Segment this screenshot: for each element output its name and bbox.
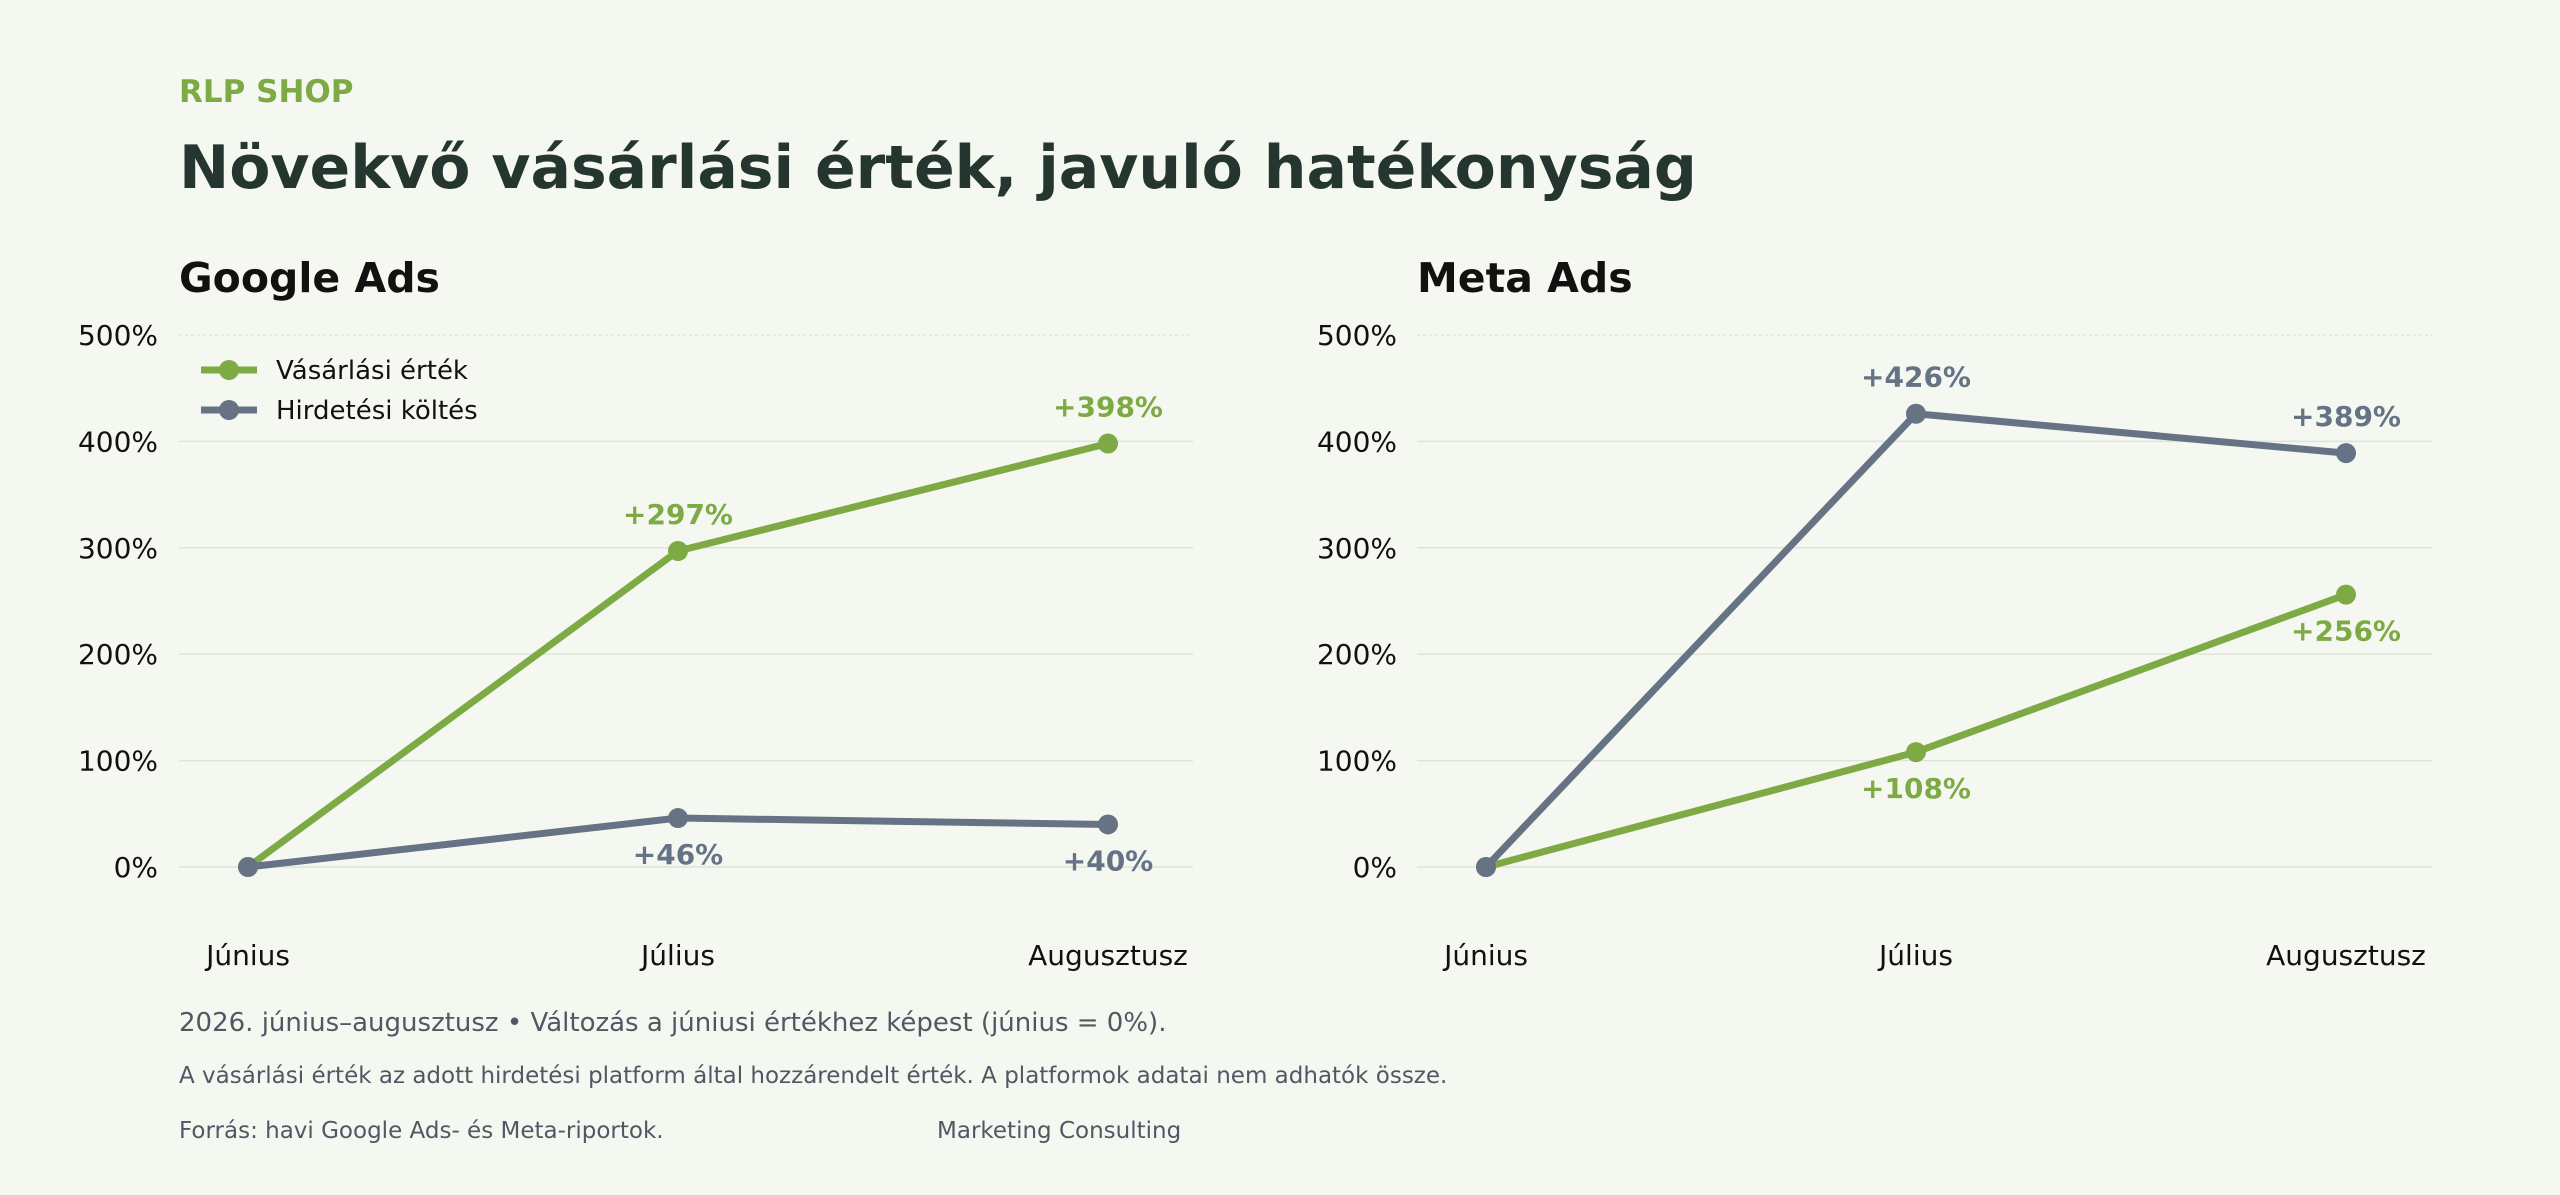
y-tick-label: 0% <box>1353 851 1397 884</box>
y-tick-label: 100% <box>1317 745 1397 778</box>
data-point <box>2336 443 2356 464</box>
x-tick-label: Augusztusz <box>2266 939 2426 972</box>
data-point <box>1098 433 1118 454</box>
data-label: +108% <box>1861 772 1971 805</box>
footer-period-note: 2026. június–augusztusz • Változás a jún… <box>179 1008 1167 1038</box>
x-tick-label: Június <box>1442 939 1528 972</box>
y-tick-label: 300% <box>1317 532 1397 565</box>
y-tick-label: 500% <box>78 319 158 352</box>
data-label: +256% <box>2291 615 2401 648</box>
data-label: +46% <box>633 838 723 871</box>
x-tick-label: Július <box>1877 939 1953 972</box>
data-point <box>1476 857 1496 877</box>
page-title: Növekvő vásárlási érték, javuló hatékony… <box>179 133 1697 203</box>
brand-name: RLP SHOP <box>179 74 354 110</box>
y-tick-label: 100% <box>78 745 158 778</box>
y-tick-label: 200% <box>1317 638 1397 671</box>
legend-swatch-marker <box>219 400 239 420</box>
data-point <box>1906 742 1926 763</box>
data-label: +40% <box>1063 844 1153 877</box>
footer-attribution-note: A vásárlási érték az adott hirdetési pla… <box>179 1063 1448 1089</box>
data-label: +426% <box>1861 361 1971 394</box>
chart-title: Google Ads <box>179 254 440 302</box>
y-tick-label: 200% <box>78 638 158 671</box>
chart-title: Meta Ads <box>1417 254 1633 302</box>
legend-swatch-marker <box>219 360 239 380</box>
data-point <box>238 857 258 877</box>
data-point <box>2336 584 2356 605</box>
x-tick-label: Július <box>639 939 715 972</box>
y-tick-label: 400% <box>78 425 158 458</box>
data-point <box>668 808 688 829</box>
y-tick-label: 0% <box>114 851 158 884</box>
x-tick-label: Június <box>204 939 290 972</box>
data-label: +297% <box>623 498 733 531</box>
y-tick-label: 400% <box>1317 425 1397 458</box>
data-point <box>668 540 688 561</box>
y-tick-label: 500% <box>1317 319 1397 352</box>
legend-entry: Vásárlási érték <box>276 356 468 386</box>
data-label: +398% <box>1053 391 1163 424</box>
data-point <box>1098 814 1118 835</box>
data-label: +389% <box>2291 400 2401 433</box>
y-tick-label: 300% <box>78 532 158 565</box>
footer-source: Forrás: havi Google Ads- és Meta-riporto… <box>179 1118 664 1144</box>
data-point <box>1906 403 1926 424</box>
x-tick-label: Augusztusz <box>1028 939 1188 972</box>
legend-entry: Hirdetési költés <box>276 396 478 426</box>
footer-credit: Marketing Consulting <box>937 1118 1182 1144</box>
